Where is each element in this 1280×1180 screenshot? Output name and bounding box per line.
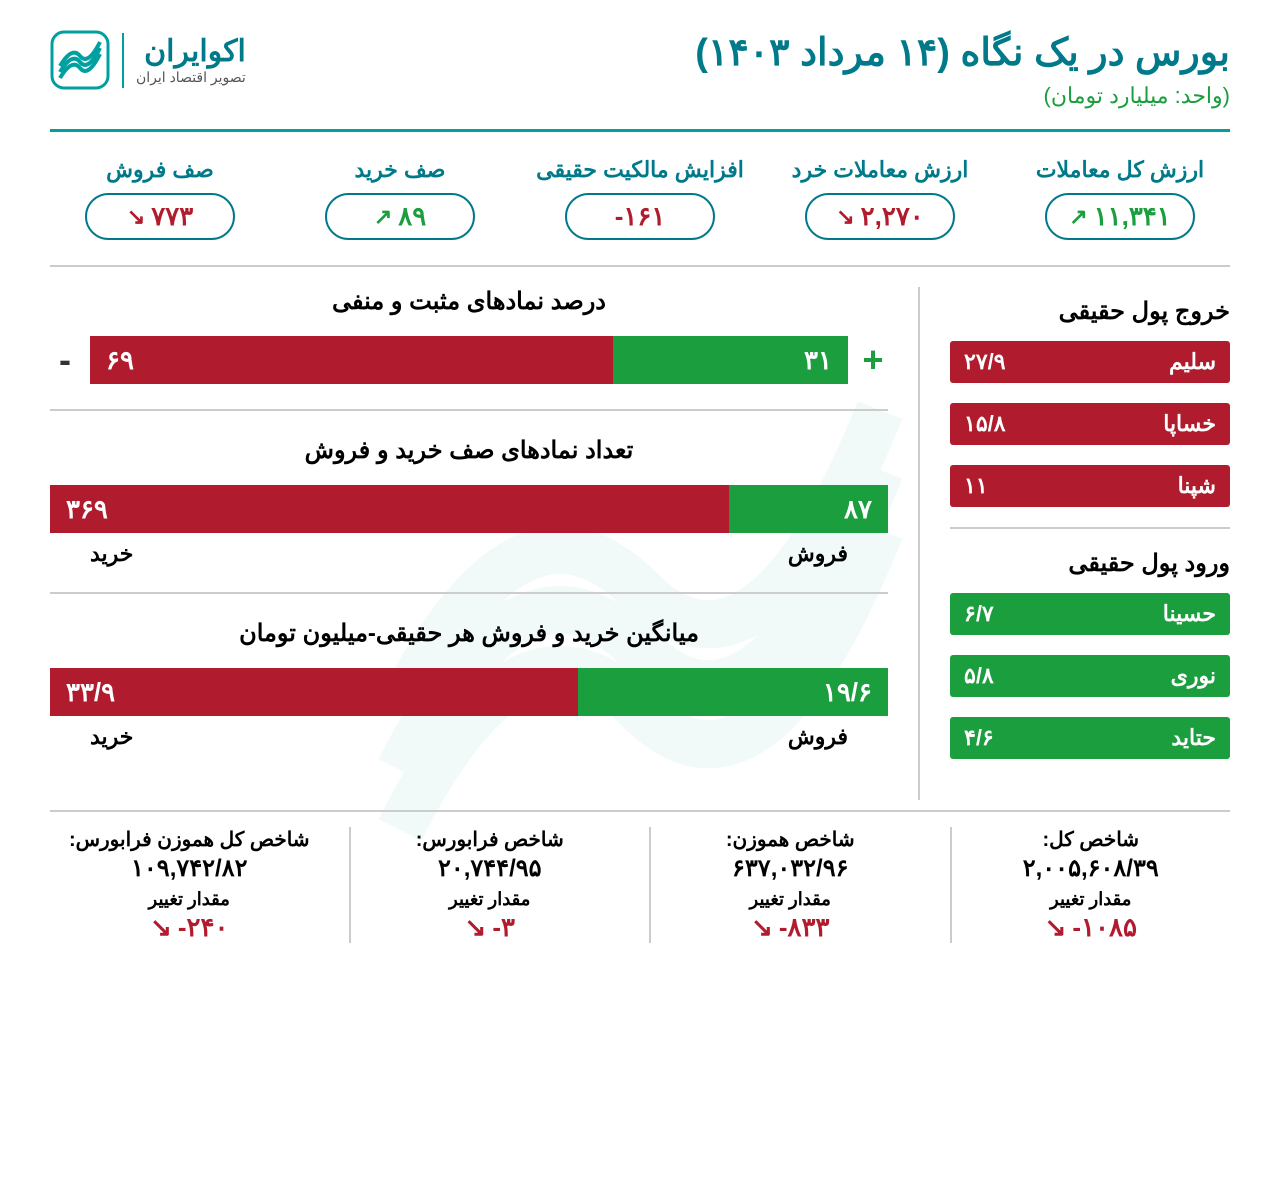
index-label: شاخص هموزن:: [661, 827, 920, 852]
arrow-icon: ↘: [127, 204, 145, 230]
footer-indices: شاخص کل: ۲,۰۰۵,۶۰۸/۳۹ مقدار تغییر ۱۰۸۵-↘…: [50, 810, 1230, 943]
metric-value: ۷۷۳↘: [85, 193, 235, 240]
index-item: شاخص کل هموزن فرابورس: ۱۰۹,۷۴۲/۸۲ مقدار …: [50, 827, 329, 943]
logo-name: اکوایران: [136, 34, 246, 69]
inflow-title: ورود پول حقیقی: [950, 549, 1230, 578]
stock-value: ۵/۸: [964, 663, 994, 689]
index-change-label: مقدار تغییر: [962, 889, 1221, 910]
chart-title: درصد نمادهای مثبت و منفی: [50, 287, 888, 316]
stacked-bar: ۳۶۹ ۸۷: [50, 485, 888, 533]
plus-icon: +: [858, 339, 888, 381]
index-value: ۲۰,۷۴۴/۹۵: [361, 854, 620, 883]
stock-name: حسینا: [1163, 601, 1216, 627]
stock-value: ۴/۶: [964, 725, 994, 751]
bar-label-sell: فروش: [788, 541, 848, 567]
stock-value: ۲۷/۹: [964, 349, 1006, 375]
down-arrow-icon: ↘: [150, 912, 172, 943]
page-title: بورس در یک نگاه (۱۴ مرداد ۱۴۰۳): [695, 30, 1230, 75]
outflow-item: خساپا ۱۵/۸: [950, 403, 1230, 445]
metric: ارزش معاملات خرد ۲,۲۷۰↘: [770, 157, 990, 240]
index-item: شاخص هموزن: ۶۳۷,۰۳۲/۹۶ مقدار تغییر ۸۳۳-↘: [649, 827, 930, 943]
stock-name: شپنا: [1178, 473, 1216, 499]
index-change: ۳-↘: [465, 912, 515, 943]
stock-name: خساپا: [1163, 411, 1216, 437]
bar-label-buy: خرید: [90, 724, 133, 750]
chart-block: درصد نمادهای مثبت و منفی - ۶۹ ۳۱ +: [50, 287, 888, 411]
inflow-item: نوری ۵/۸: [950, 655, 1230, 697]
index-value: ۶۳۷,۰۳۲/۹۶: [661, 854, 920, 883]
page-subtitle: (واحد: میلیارد تومان): [695, 83, 1230, 109]
stock-value: ۱۵/۸: [964, 411, 1006, 437]
metric-value: ۱۱,۳۴۱↗: [1045, 193, 1195, 240]
index-item: شاخص کل: ۲,۰۰۵,۶۰۸/۳۹ مقدار تغییر ۱۰۸۵-↘: [950, 827, 1231, 943]
metric-label: افزایش مالکیت حقیقی: [530, 157, 750, 183]
inflow-item: حسینا ۶/۷: [950, 593, 1230, 635]
down-arrow-icon: ↘: [1045, 912, 1067, 943]
index-label: شاخص کل هموزن فرابورس:: [60, 827, 319, 852]
index-label: شاخص فرابورس:: [361, 827, 620, 852]
logo-subtitle: تصویر اقتصاد ایران: [136, 69, 246, 86]
main-column: درصد نمادهای مثبت و منفی - ۶۹ ۳۱ + تعداد…: [50, 287, 920, 800]
stock-value: ۱۱: [964, 473, 988, 499]
minus-icon: -: [50, 339, 80, 381]
metric: صف خرید ۸۹↗: [290, 157, 510, 240]
down-arrow-icon: ↘: [751, 912, 773, 943]
outflow-item: سلیم ۲۷/۹: [950, 341, 1230, 383]
bar-label-buy: خرید: [90, 541, 133, 567]
index-item: شاخص فرابورس: ۲۰,۷۴۴/۹۵ مقدار تغییر ۳-↘: [349, 827, 630, 943]
arrow-icon: ↘: [836, 204, 854, 230]
stacked-bar: ۶۹ ۳۱: [90, 336, 848, 384]
side-column: خروج پول حقیقی سلیم ۲۷/۹ خساپا ۱۵/۸ شپنا…: [950, 287, 1230, 800]
bar-positive: ۳۱: [613, 336, 848, 384]
index-change-label: مقدار تغییر: [60, 889, 319, 910]
bar-negative: ۳۶۹: [50, 485, 729, 533]
stacked-bar: ۳۳/۹ ۱۹/۶: [50, 668, 888, 716]
metric-label: صف خرید: [290, 157, 510, 183]
bar-positive: ۸۷: [729, 485, 888, 533]
index-value: ۲,۰۰۵,۶۰۸/۳۹: [962, 854, 1221, 883]
arrow-icon: ↗: [1069, 204, 1087, 230]
stock-name: نوری: [1171, 663, 1216, 689]
metric-value: ۸۹↗: [325, 193, 475, 240]
bar-negative: ۳۳/۹: [50, 668, 578, 716]
down-arrow-icon: ↘: [465, 912, 487, 943]
inflow-item: حتاید ۴/۶: [950, 717, 1230, 759]
index-change: ۸۳۳-↘: [751, 912, 829, 943]
stock-value: ۶/۷: [964, 601, 994, 627]
index-change-label: مقدار تغییر: [361, 889, 620, 910]
outflow-item: شپنا ۱۱: [950, 465, 1230, 507]
bar-negative: ۶۹: [90, 336, 613, 384]
metric-value: ۱۶۱-: [565, 193, 715, 240]
index-value: ۱۰۹,۷۴۲/۸۲: [60, 854, 319, 883]
logo: اکوایران تصویر اقتصاد ایران: [50, 30, 246, 90]
stock-name: سلیم: [1169, 349, 1216, 375]
logo-icon: [50, 30, 110, 90]
metric: ارزش کل معاملات ۱۱,۳۴۱↗: [1010, 157, 1230, 240]
header: بورس در یک نگاه (۱۴ مرداد ۱۴۰۳) (واحد: م…: [50, 30, 1230, 132]
chart-title: میانگین خرید و فروش هر حقیقی-میلیون توما…: [50, 619, 888, 648]
metric-label: ارزش کل معاملات: [1010, 157, 1230, 183]
chart-block: میانگین خرید و فروش هر حقیقی-میلیون توما…: [50, 619, 888, 775]
metric-label: صف فروش: [50, 157, 270, 183]
metric-label: ارزش معاملات خرد: [770, 157, 990, 183]
metric: صف فروش ۷۷۳↘: [50, 157, 270, 240]
arrow-icon: ↗: [374, 204, 392, 230]
metric: افزایش مالکیت حقیقی ۱۶۱-: [530, 157, 750, 240]
metric-value: ۲,۲۷۰↘: [805, 193, 955, 240]
metrics-row: ارزش کل معاملات ۱۱,۳۴۱↗ ارزش معاملات خرد…: [50, 157, 1230, 267]
index-label: شاخص کل:: [962, 827, 1221, 852]
bar-positive: ۱۹/۶: [578, 668, 888, 716]
index-change: ۲۴۰-↘: [150, 912, 228, 943]
chart-block: تعداد نمادهای صف خرید و فروش ۳۶۹ ۸۷ فروش…: [50, 436, 888, 594]
chart-title: تعداد نمادهای صف خرید و فروش: [50, 436, 888, 465]
bar-label-sell: فروش: [788, 724, 848, 750]
outflow-title: خروج پول حقیقی: [950, 297, 1230, 326]
index-change-label: مقدار تغییر: [661, 889, 920, 910]
stock-name: حتاید: [1171, 725, 1216, 751]
index-change: ۱۰۸۵-↘: [1045, 912, 1137, 943]
